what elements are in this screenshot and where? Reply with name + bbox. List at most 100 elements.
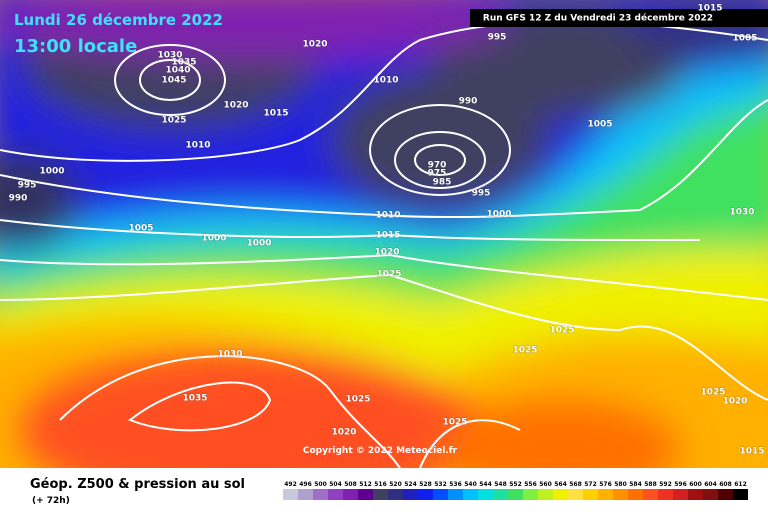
isobar-label: 995 — [18, 181, 37, 191]
legend-swatch — [403, 489, 418, 500]
legend-label: 588 — [644, 481, 657, 488]
isobar-label: 1045 — [161, 76, 186, 86]
isobar-label: 1015 — [739, 447, 764, 457]
isobar-label: 1020 — [331, 428, 356, 438]
legend-swatch — [598, 489, 613, 500]
legend-swatch — [433, 489, 448, 500]
legend-label: 576 — [599, 481, 612, 488]
legend-swatch — [508, 489, 523, 500]
isobar-label: 1035 — [182, 394, 207, 404]
legend-label: 500 — [314, 481, 327, 488]
isobar-label: 1025 — [345, 395, 370, 405]
isobar-label: 970 — [428, 161, 447, 171]
legend-swatch — [673, 489, 688, 500]
isobar-label: 1025 — [376, 270, 401, 280]
legend-label: 544 — [479, 481, 492, 488]
legend-swatch — [628, 489, 643, 500]
legend-swatch — [583, 489, 598, 500]
isobar-label: 1035 — [171, 58, 196, 68]
legend-label: 592 — [659, 481, 672, 488]
legend-label: 524 — [404, 481, 417, 488]
isobar-label: 1000 — [39, 167, 64, 177]
legend-label: 604 — [704, 481, 717, 488]
isobar-label: 1010 — [373, 76, 398, 86]
isobar-label: 990 — [459, 97, 478, 107]
legend-swatch — [343, 489, 358, 500]
isobar-label: 1025 — [161, 116, 186, 126]
legend-swatch — [373, 489, 388, 500]
isobar-label: 1005 — [128, 224, 153, 234]
legend-label: 520 — [389, 481, 402, 488]
isobar-label: 1030 — [729, 208, 754, 218]
legend-label: 492 — [284, 481, 297, 488]
legend-swatch — [523, 489, 538, 500]
legend-swatch — [613, 489, 628, 500]
legend-label: 568 — [569, 481, 582, 488]
legend-swatch — [298, 489, 313, 500]
isobar-label: 1025 — [549, 326, 574, 336]
legend-swatch — [478, 489, 493, 500]
isobar-label: 1005 — [587, 120, 612, 130]
isobar-label: 990 — [9, 194, 28, 204]
isobar-label: 975 — [428, 169, 447, 179]
isobar-label: 1030 — [217, 350, 242, 360]
isobar-label: 985 — [433, 178, 452, 188]
isobar-label: 1020 — [223, 101, 248, 111]
legend-swatch — [658, 489, 673, 500]
legend-label: 584 — [629, 481, 642, 488]
legend-label: 512 — [359, 481, 372, 488]
legend-swatch — [358, 489, 373, 500]
isobar-label: 1025 — [512, 346, 537, 356]
isobar-label: 1010 — [185, 141, 210, 151]
legend-swatch — [553, 489, 568, 500]
legend-label: 596 — [674, 481, 687, 488]
legend-label: 508 — [344, 481, 357, 488]
footer-lead: (+ 72h) — [32, 496, 70, 506]
isobar-label: 1000 — [201, 234, 226, 244]
legend-swatch — [493, 489, 508, 500]
isobar-label: 1020 — [722, 397, 747, 407]
valid-date: Lundi 26 décembre 2022 — [14, 11, 223, 29]
legend-swatch — [418, 489, 433, 500]
isobar-label: 1005 — [732, 34, 757, 44]
legend-swatch — [718, 489, 733, 500]
legend-label: 580 — [614, 481, 627, 488]
legend-swatch — [568, 489, 583, 500]
legend-swatch — [703, 489, 718, 500]
isobar-label: 995 — [472, 189, 491, 199]
legend-swatch — [283, 489, 298, 500]
valid-time: 13:00 locale — [14, 36, 137, 57]
legend-label: 504 — [329, 481, 342, 488]
isobar-label: 1000 — [246, 239, 271, 249]
isobar-label: 1025 — [700, 388, 725, 398]
isobar-label: 1025 — [442, 418, 467, 428]
isobar-label: 1015 — [375, 231, 400, 241]
legend-swatch — [448, 489, 463, 500]
legend-label: 532 — [434, 481, 447, 488]
isobar-label: 1030 — [157, 51, 182, 61]
legend-swatch — [388, 489, 403, 500]
legend-label: 528 — [419, 481, 432, 488]
legend-label: 564 — [554, 481, 567, 488]
isobar-label: 1000 — [486, 210, 511, 220]
isobar-label: 1020 — [374, 248, 399, 258]
legend-label: 612 — [734, 481, 747, 488]
isobar-label: 1020 — [302, 40, 327, 50]
isobars — [0, 20, 768, 469]
legend-label: 560 — [539, 481, 552, 488]
legend-swatch — [643, 489, 658, 500]
legend-label: 600 — [689, 481, 702, 488]
legend-swatch — [733, 489, 748, 500]
legend-label: 608 — [719, 481, 732, 488]
legend-swatch — [538, 489, 553, 500]
run-box — [470, 9, 768, 27]
legend-label: 540 — [464, 481, 477, 488]
isobar-label: 1040 — [165, 66, 190, 76]
legend-label: 516 — [374, 481, 387, 488]
legend-swatch — [313, 489, 328, 500]
legend-swatch — [328, 489, 343, 500]
legend-label: 556 — [524, 481, 537, 488]
run-info: Run GFS 12 Z du Vendredi 23 décembre 202… — [483, 13, 713, 24]
